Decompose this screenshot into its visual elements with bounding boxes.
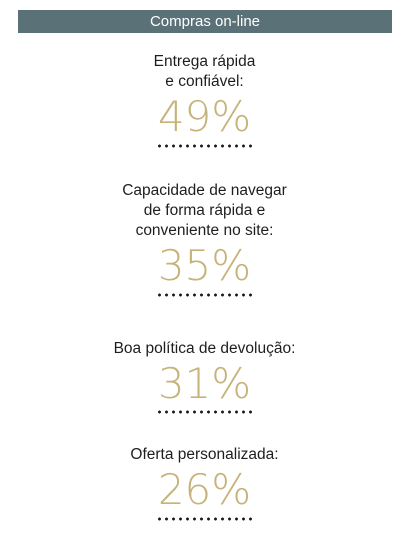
dotted-divider — [155, 143, 254, 149]
stat-item: Entrega rápida e confiável: 49% — [0, 52, 409, 149]
stat-value: 31% — [157, 359, 252, 408]
stat-value: 49% — [157, 92, 252, 141]
dotted-divider — [155, 516, 254, 522]
stat-value: 26% — [157, 465, 252, 514]
stat-label: Entrega rápida e confiável: — [153, 53, 256, 90]
stat-label: Capacidade de navegar de forma rápida e … — [122, 182, 287, 239]
stat-label: Oferta personalizada: — [130, 446, 279, 463]
dotted-divider — [155, 409, 254, 415]
stat-value: 35% — [157, 241, 252, 290]
section-title: Compras on-line — [18, 10, 392, 33]
dotted-divider — [155, 292, 254, 298]
stat-item: Boa política de devolução: 31% — [0, 339, 409, 415]
stat-label: Boa política de devolução: — [113, 340, 296, 357]
stat-item: Oferta personalizada: 26% — [0, 445, 409, 522]
stat-item: Capacidade de navegar de forma rápida e … — [0, 181, 409, 298]
